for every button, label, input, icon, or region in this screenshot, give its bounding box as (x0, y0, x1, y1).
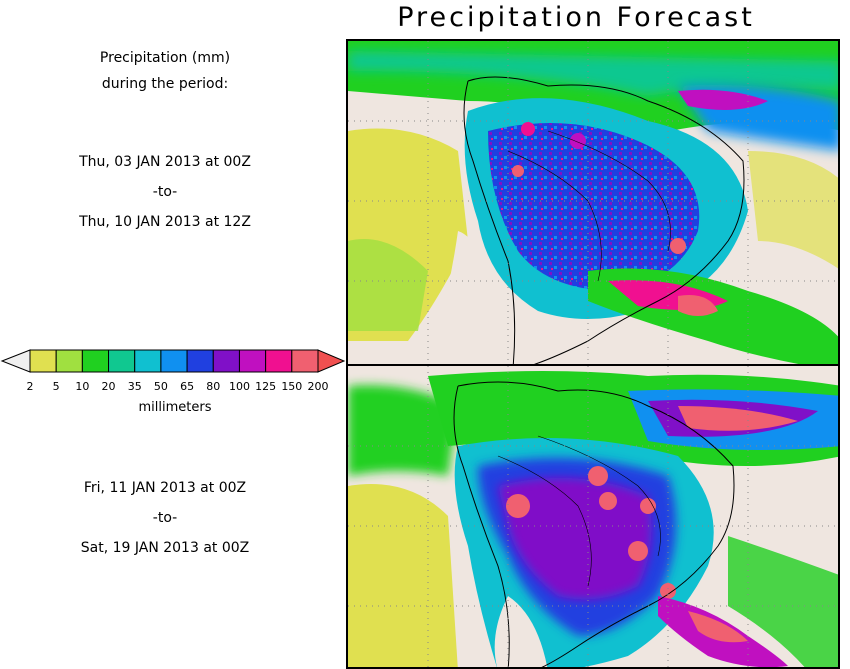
legend-tick-label: 65 (180, 380, 194, 393)
legend-tick-label: 2 (27, 380, 34, 393)
legend-swatch (238, 349, 267, 373)
legend-tick-label: 200 (308, 380, 329, 393)
map-title: Precipitation Forecast (397, 2, 755, 33)
color-legend: 2 5 10 20 35 50 65 80 100 125 150 200 (0, 349, 346, 393)
period-1-start: Thu, 03 JAN 2013 at 00Z (79, 154, 251, 170)
legend-swatch (134, 349, 162, 373)
color-legend-unit: millimeters (138, 400, 212, 415)
legend-tick-label: 50 (154, 380, 168, 393)
legend-arrow-high (317, 349, 346, 373)
period-caption: during the period: (101, 76, 229, 92)
legend-tick-label: 5 (53, 380, 60, 393)
legend-tick-label: 10 (75, 380, 89, 393)
period-2-separator: -to- (152, 510, 178, 526)
period-2-end: Sat, 19 JAN 2013 at 00Z (80, 540, 250, 556)
legend-swatch (55, 349, 83, 373)
legend-tick-label: 125 (255, 380, 276, 393)
legend-swatch (186, 349, 214, 373)
legend-swatch (291, 349, 319, 373)
units-label: Precipitation (mm) (99, 50, 231, 66)
legend-swatch (108, 349, 136, 373)
forecast-map-period-1 (346, 39, 840, 366)
period-1-separator: -to- (152, 184, 178, 200)
legend-swatch (160, 349, 188, 373)
legend-swatch (29, 349, 57, 373)
legend-swatch (81, 349, 110, 373)
legend-arrow-low (0, 349, 31, 373)
period-2-start: Fri, 11 JAN 2013 at 00Z (83, 480, 247, 496)
legend-tick-label: 80 (206, 380, 220, 393)
forecast-map-period-2 (346, 364, 840, 669)
legend-tick-label: 150 (281, 380, 302, 393)
legend-swatch (212, 349, 240, 373)
legend-tick-label: 35 (128, 380, 142, 393)
legend-tick-label: 100 (229, 380, 250, 393)
legend-swatch (265, 349, 293, 373)
period-1-end: Thu, 10 JAN 2013 at 12Z (79, 214, 251, 230)
legend-tick-label: 20 (102, 380, 116, 393)
